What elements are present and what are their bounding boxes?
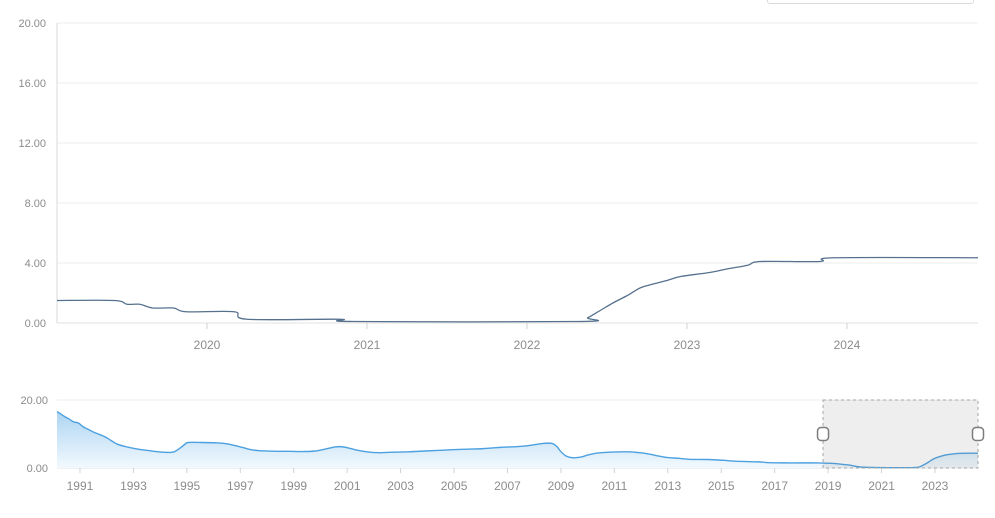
nav-area (57, 411, 978, 468)
nav-x-axis-label: 2003 (387, 479, 414, 493)
nav-x-axis-label: 2019 (815, 479, 842, 493)
y-axis-label: 8.00 (25, 198, 46, 210)
x-axis-label: 2020 (194, 338, 221, 352)
y-axis-label: 16.00 (18, 78, 46, 90)
selection-handle-right[interactable] (971, 426, 985, 442)
nav-x-axis-label: 2011 (601, 479, 627, 493)
nav-x-axis-label: 1997 (227, 479, 254, 493)
selection-handle-left[interactable] (816, 426, 830, 442)
nav-x-axis-label: 2001 (334, 479, 361, 493)
range-navigator[interactable]: 20.00 0.00 1991 1993 1995 1997 1999 2001 2003 200… (20, 395, 985, 493)
y-axis-label: 12.00 (18, 138, 46, 150)
nav-x-axis-label: 2017 (761, 479, 788, 493)
x-axis-label: 2022 (514, 338, 541, 352)
nav-x-axis-label: 2015 (708, 479, 735, 493)
x-axis-label: 2024 (834, 338, 861, 352)
range-selection[interactable] (822, 399, 979, 469)
nav-x-axis-label: 2021 (868, 479, 895, 493)
main-series-line (56, 256, 979, 323)
y-axis-label: 0.00 (25, 318, 46, 330)
nav-x-axis-label: 1999 (280, 479, 307, 493)
nav-x-axis-label: 1995 (174, 479, 201, 493)
nav-x-axis-label: 2009 (548, 479, 575, 493)
main-chart: 20.00 16.00 12.00 8.00 4.00 0.00 2020 2021 2022 2… (18, 18, 979, 352)
main-plot-area (57, 23, 978, 323)
nav-x-axis-label: 2013 (654, 479, 681, 493)
nav-y-axis-label: 0.00 (27, 463, 48, 475)
y-axis-label: 4.00 (25, 258, 46, 270)
nav-x-axis-label: 1991 (67, 479, 94, 493)
cropped-toolbar-edge[interactable] (767, 0, 974, 4)
x-axis-label: 2023 (674, 338, 701, 352)
nav-x-axis-label: 2005 (441, 479, 468, 493)
y-axis-label: 20.00 (18, 18, 46, 30)
nav-x-axis-label: 1993 (120, 479, 147, 493)
nav-x-axis-label: 2007 (494, 479, 521, 493)
x-axis-label: 2021 (354, 338, 381, 352)
nav-y-axis-label: 20.00 (20, 395, 48, 407)
nav-series-line (56, 410, 979, 469)
nav-x-axis-label: 2023 (922, 479, 949, 493)
